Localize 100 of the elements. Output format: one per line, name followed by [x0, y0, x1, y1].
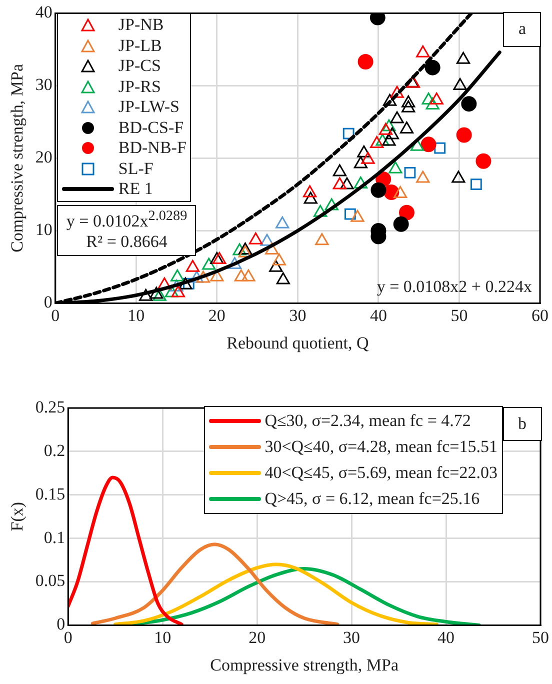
point	[402, 95, 416, 108]
point	[416, 170, 430, 183]
point	[276, 272, 290, 284]
point	[390, 111, 404, 124]
legend-label: JP-NB	[118, 15, 164, 36]
legend-label: Q>45, σ = 6.12, mean fc=25.16	[264, 489, 480, 509]
point	[361, 152, 375, 164]
point	[190, 270, 204, 283]
point	[186, 260, 200, 272]
point	[382, 94, 397, 106]
annotation: y = 0.0102x$^{2.0289}$	[66, 208, 188, 232]
point	[453, 78, 467, 90]
point	[150, 286, 164, 299]
point	[452, 170, 466, 183]
point	[232, 243, 246, 256]
point	[196, 270, 210, 283]
point	[324, 198, 338, 210]
annotation: b	[518, 414, 526, 434]
legend-label: 40<Q≤45, σ=5.69, mean fc=22.03	[264, 463, 498, 483]
legend-label: SL-F	[118, 158, 154, 179]
point	[272, 253, 286, 266]
y-tick-label: 10	[35, 220, 52, 240]
line-series	[90, 542, 340, 626]
point	[238, 245, 252, 258]
point	[400, 121, 414, 134]
y-tick-label: 30	[35, 75, 52, 94]
point	[228, 257, 242, 270]
point	[426, 98, 440, 110]
point	[402, 100, 416, 112]
point	[314, 204, 328, 217]
annotation: a	[518, 19, 526, 40]
point	[212, 252, 226, 264]
point	[388, 161, 402, 174]
point	[139, 288, 153, 301]
point	[410, 138, 424, 151]
x-tick-label: 50	[450, 306, 468, 325]
x-axis-title: Rebound quotient, Q	[226, 333, 369, 352]
annotation: y = 0.0108x2 + 0.224x	[376, 276, 532, 298]
x-axis-title: Compressive strength, MPa	[210, 655, 399, 674]
point	[242, 269, 256, 282]
point	[248, 232, 263, 244]
point	[354, 176, 368, 189]
y-tick-label: 0	[44, 292, 52, 312]
y-tick-label: 0.15	[35, 484, 66, 504]
point	[276, 216, 290, 228]
x-tick-label: 20	[248, 628, 266, 647]
point	[357, 145, 371, 158]
x-tick-label: 40	[438, 628, 455, 647]
y-tick-label: 0.05	[35, 571, 66, 590]
x-tick-label: 40	[370, 306, 387, 325]
x-tick-label: 30	[289, 306, 306, 325]
x-tick-label: 50	[532, 628, 549, 647]
y-tick-label: 0.1	[44, 528, 66, 547]
point	[265, 242, 279, 255]
point	[332, 164, 347, 176]
point	[260, 234, 274, 246]
point	[382, 134, 396, 146]
y-tick-label: 20	[35, 148, 52, 167]
point	[416, 45, 430, 58]
y-tick-label: 0	[56, 614, 66, 634]
line-series	[114, 562, 438, 626]
y-tick-label: 0.25	[35, 397, 66, 416]
point	[390, 86, 404, 98]
legend-label: JP-CS	[118, 56, 161, 76]
point	[178, 277, 192, 290]
legend-label: JP-RS	[118, 76, 161, 97]
point	[234, 269, 248, 282]
point	[385, 127, 400, 140]
line-series	[68, 476, 184, 626]
point	[376, 134, 390, 146]
legend-label: BD-CS-F	[118, 118, 184, 138]
point	[340, 177, 354, 190]
point	[332, 177, 347, 190]
y-axis-title: Compressive strength, MPa	[8, 64, 27, 252]
annotation: R² = 0.8664	[85, 232, 168, 253]
x-tick-label: 20	[208, 306, 226, 325]
point	[393, 186, 408, 198]
point	[304, 192, 318, 204]
legend-label: RE 1	[118, 179, 153, 200]
point	[370, 136, 384, 148]
legend-label: JP-LW-S	[118, 97, 180, 118]
point	[202, 258, 216, 270]
point	[378, 122, 393, 135]
y-axis-title: F(x)	[8, 502, 27, 532]
x-tick-label: 60	[532, 306, 548, 325]
point	[430, 92, 444, 104]
point	[210, 269, 224, 282]
x-tick-label: 30	[343, 628, 360, 647]
point	[238, 242, 252, 255]
legend-label: BD-NB-F	[118, 138, 186, 158]
y-tick-label: 0.2	[44, 440, 66, 460]
legend-label: Q≤30, σ=2.34, mean fc = 4.72	[264, 411, 471, 431]
point	[170, 269, 184, 282]
legend-label: JP-LB	[118, 36, 162, 56]
x-tick-label: 10	[154, 628, 172, 647]
y-tick-label: 40	[35, 2, 52, 22]
point	[350, 210, 364, 222]
x-tick-label: 10	[128, 306, 145, 325]
point	[354, 156, 368, 168]
point	[269, 260, 283, 272]
